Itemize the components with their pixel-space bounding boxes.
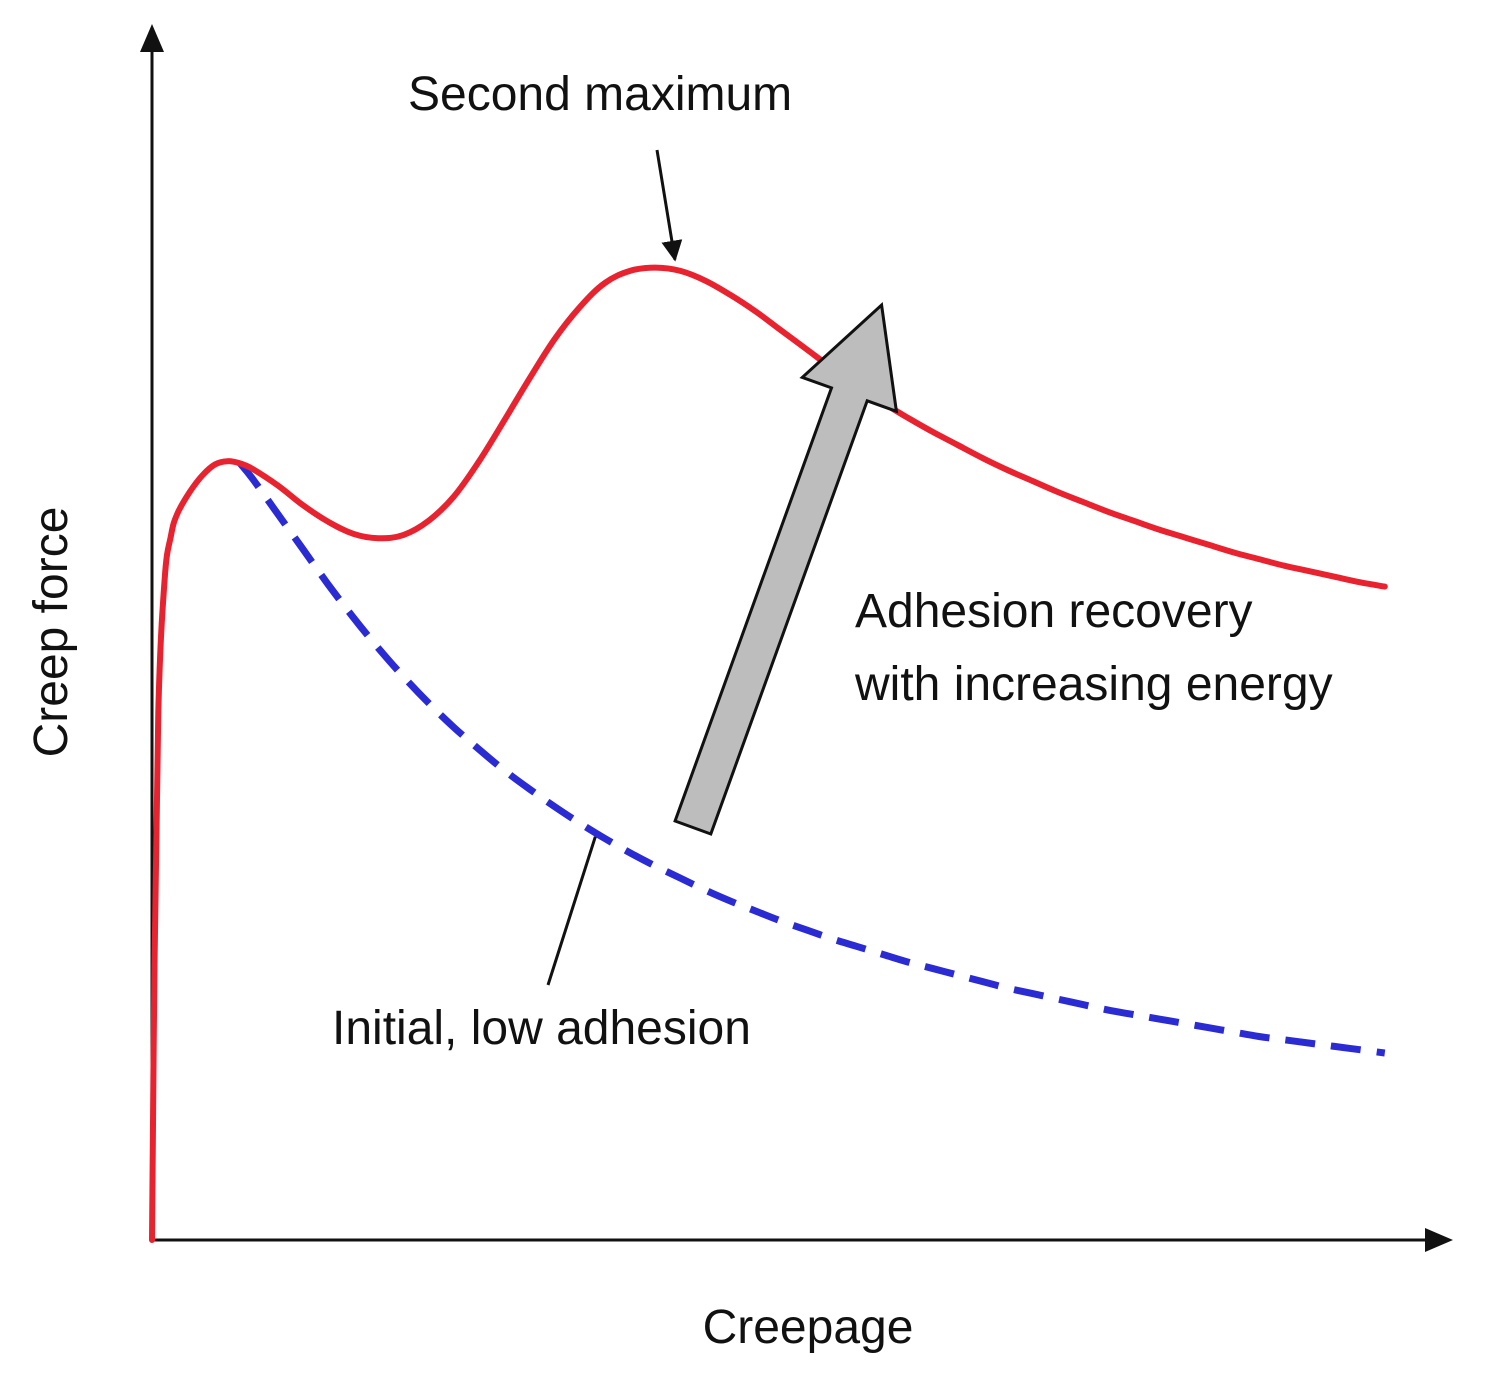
block-arrow-shape [673, 301, 899, 836]
x-axis-arrowhead [1425, 1228, 1453, 1252]
leader-initial-low-adhesion [546, 836, 597, 986]
annotation-initial-low-adhesion: Initial, low adhesion [332, 1002, 751, 1055]
series-line-adhesion-recovery [149, 264, 1388, 1243]
series-line-initial-low-adhesion [237, 461, 1386, 1057]
leader-lines [546, 149, 683, 986]
x-axis-label: Creepage [703, 1301, 914, 1354]
annotation-adhesion-recovery-line1: Adhesion recovery [855, 585, 1253, 638]
series-layer [149, 264, 1388, 1243]
annotation-adhesion-recovery-line2: with increasing energy [854, 658, 1333, 711]
annotation-second-maximum: Second maximum [408, 68, 792, 121]
adhesion-recovery-arrow [673, 301, 899, 836]
y-axis-label: Creep force [25, 507, 78, 758]
axes [140, 24, 1453, 1252]
y-axis-arrowhead [140, 24, 164, 52]
leader-second-maximum [655, 149, 683, 262]
